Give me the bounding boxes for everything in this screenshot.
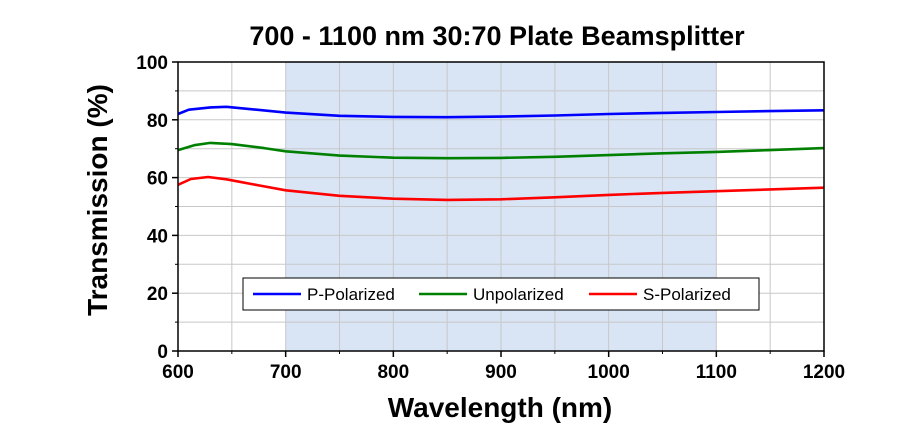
x-tick-label: 900 [485,362,517,383]
legend: P-Polarized Unpolarized S-Polarized [242,277,760,311]
x-axis-label: Wavelength (nm) [388,392,613,423]
tick-labels-layer: 600 700 800 900 1000 1100 1200 0 20 40 60 80 100 [136,53,845,383]
y-tick-label: 20 [147,284,168,305]
x-tick-label: 600 [162,362,194,383]
series-line-p-polarized [177,105,825,119]
x-tick-label: 1200 [803,362,845,383]
y-tick-label: 80 [147,111,168,132]
legend-box [242,277,760,311]
axes-layer [172,61,825,357]
series-line-unpolarized [177,141,825,160]
legend-label-s-polarized: S-Polarized [643,285,731,304]
x-tick-label: 800 [377,362,409,383]
y-tick-label: 100 [136,53,168,74]
x-tick-label: 1000 [588,362,630,383]
x-tick-label: 1100 [696,362,737,383]
legend-label-unpolarized: Unpolarized [473,285,564,304]
legend-label-p-polarized: P-Polarized [307,285,395,304]
y-tick-label: 40 [147,226,168,247]
series-line-s-polarized [177,175,825,202]
chart-title: 700 - 1100 nm 30:70 Plate Beamsplitter [249,21,745,51]
y-tick-label: 60 [147,169,168,190]
y-tick-label: 0 [157,342,168,363]
y-axis-label: Transmission (%) [82,84,113,316]
x-tick-label: 700 [270,362,302,383]
series-layer [177,105,825,202]
